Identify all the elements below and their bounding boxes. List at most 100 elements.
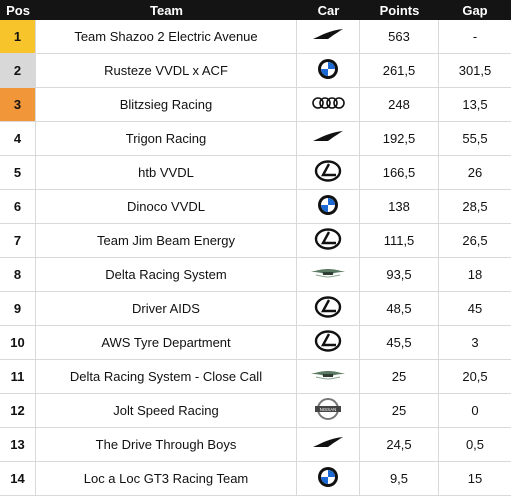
lexus-icon	[310, 160, 346, 185]
table-row: 1 Team Shazoo 2 Electric Avenue 563 -	[0, 20, 511, 54]
car-cell	[297, 190, 360, 223]
table-row: 4 Trigon Racing 192,5 55,5	[0, 122, 511, 156]
table-row: 10 AWS Tyre Department 45,5 3	[0, 326, 511, 360]
lexus-icon	[310, 296, 346, 321]
gap-cell: 0,5	[465, 437, 485, 452]
points-cell: 261,5	[360, 54, 439, 87]
team-cell: AWS Tyre Department	[36, 326, 297, 359]
audi-icon	[310, 92, 346, 117]
team-cell: Trigon Racing	[36, 122, 297, 155]
bmw-icon	[310, 466, 346, 491]
aston-martin-icon	[310, 262, 346, 287]
table-row: 8 Delta Racing System 93,5 18	[0, 258, 511, 292]
car-cell	[297, 326, 360, 359]
table-row: 13 The Drive Through Boys 24,5 0,5	[0, 428, 511, 462]
gap-cell: 18	[467, 267, 483, 282]
table-row: 2 Rusteze VVDL x ACF 261,5 301,5	[0, 54, 511, 88]
header-team: Team	[150, 2, 183, 18]
position-cell: 11	[0, 360, 36, 393]
header-gap: Gap	[462, 2, 488, 18]
position-cell: 1	[0, 20, 36, 53]
car-cell	[297, 292, 360, 325]
bmw-icon	[310, 58, 346, 83]
position-cell: 9	[0, 292, 36, 325]
gap-cell: 28,5	[462, 199, 488, 214]
car-cell	[297, 122, 360, 155]
points-cell: 25	[360, 394, 439, 427]
aston-martin-icon	[310, 364, 346, 389]
points-cell: 111,5	[360, 224, 439, 257]
header-pos: Pos	[6, 2, 30, 18]
team-cell: The Drive Through Boys	[36, 428, 297, 461]
position-cell: 14	[0, 462, 36, 495]
bmw-icon	[310, 194, 346, 219]
table-row: 6 Dinoco VVDL 138 28,5	[0, 190, 511, 224]
table-row: 5 htb VVDL 166,5 26	[0, 156, 511, 190]
points-cell: 166,5	[360, 156, 439, 189]
gap-cell: 3	[471, 335, 479, 350]
team-cell: Jolt Speed Racing	[36, 394, 297, 427]
position-cell: 5	[0, 156, 36, 189]
lexus-icon	[310, 330, 346, 355]
table-row: 3 Blitzsieg Racing 248 13,5	[0, 88, 511, 122]
position-cell: 7	[0, 224, 36, 257]
gap-cell: 13,5	[462, 97, 488, 112]
car-cell	[297, 224, 360, 257]
position-cell: 2	[0, 54, 36, 87]
team-cell: Blitzsieg Racing	[36, 88, 297, 121]
points-cell: 192,5	[360, 122, 439, 155]
car-cell	[297, 360, 360, 393]
table-row: 14 Loc a Loc GT3 Racing Team 9,5 15	[0, 462, 511, 496]
team-cell: Delta Racing System	[36, 258, 297, 291]
position-cell: 13	[0, 428, 36, 461]
lexus-icon	[310, 228, 346, 253]
svg-text:NISSAN: NISSAN	[320, 407, 337, 412]
team-cell: Rusteze VVDL x ACF	[36, 54, 297, 87]
car-cell	[297, 88, 360, 121]
points-cell: 138	[360, 190, 439, 223]
team-cell: Team Jim Beam Energy	[36, 224, 297, 257]
car-cell	[297, 428, 360, 461]
car-cell	[297, 54, 360, 87]
gap-cell: 0	[471, 403, 479, 418]
team-cell: Team Shazoo 2 Electric Avenue	[36, 20, 297, 53]
team-cell: Driver AIDS	[36, 292, 297, 325]
header-car: Car	[317, 2, 340, 18]
car-cell	[297, 156, 360, 189]
gap-cell: 20,5	[462, 369, 488, 384]
table-row: 9 Driver AIDS 48,5 45	[0, 292, 511, 326]
points-cell: 24,5	[360, 428, 439, 461]
mclaren-icon	[310, 432, 346, 457]
position-cell: 8	[0, 258, 36, 291]
car-cell	[297, 258, 360, 291]
team-cell: Loc a Loc GT3 Racing Team	[36, 462, 297, 495]
gap-cell: 45	[467, 301, 483, 316]
gap-cell: -	[472, 29, 478, 44]
table-row: 11 Delta Racing System - Close Call 25 20,5	[0, 360, 511, 394]
team-cell: Dinoco VVDL	[36, 190, 297, 223]
points-cell: 25	[360, 360, 439, 393]
gap-cell: 301,5	[458, 63, 492, 78]
position-cell: 10	[0, 326, 36, 359]
team-cell: Delta Racing System - Close Call	[36, 360, 297, 393]
points-cell: 93,5	[360, 258, 439, 291]
points-cell: 48,5	[360, 292, 439, 325]
position-cell: 6	[0, 190, 36, 223]
gap-cell: 15	[467, 471, 483, 486]
gap-cell: 26	[467, 165, 483, 180]
points-cell: 9,5	[360, 462, 439, 495]
gap-cell: 55,5	[462, 131, 488, 146]
mclaren-icon	[310, 24, 346, 49]
points-cell: 45,5	[360, 326, 439, 359]
car-cell	[297, 462, 360, 495]
car-cell	[297, 20, 360, 53]
points-cell: 563	[360, 20, 439, 53]
table-header: Pos Team Car Points Gap	[0, 0, 511, 20]
table-row: 7 Team Jim Beam Energy 111,5 26,5	[0, 224, 511, 258]
table-body: 1 Team Shazoo 2 Electric Avenue 563-2 Ruste…	[0, 20, 511, 496]
car-cell: NISSAN	[297, 394, 360, 427]
position-cell: 3	[0, 88, 36, 121]
points-cell: 248	[360, 88, 439, 121]
position-cell: 4	[0, 122, 36, 155]
